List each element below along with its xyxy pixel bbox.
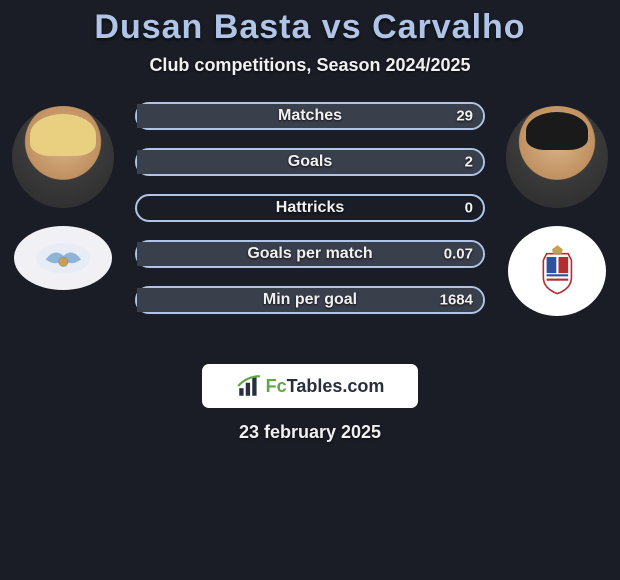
brand-main: Tables	[287, 376, 343, 396]
stat-value-right: 1684	[440, 292, 473, 309]
eagle-crest-icon	[34, 239, 93, 277]
stats-column: Matches 29 Goals 2 Hattricks 0 Goals per match…	[135, 102, 485, 314]
player-left-column	[8, 106, 118, 290]
stat-bar: Min per goal 1684	[135, 286, 485, 314]
shield-crest-icon	[528, 244, 587, 298]
bar-chart-icon	[236, 373, 262, 399]
brand-suffix: .com	[342, 376, 384, 396]
stat-value-right: 2	[465, 154, 473, 171]
player-right-club-crest	[508, 226, 606, 316]
player-left-avatar	[12, 106, 114, 208]
stat-value-right: 0	[465, 200, 473, 217]
stat-bar: Hattricks 0	[135, 194, 485, 222]
stat-label: Goals per match	[247, 245, 372, 263]
page-title: Dusan Basta vs Carvalho	[0, 8, 620, 47]
stat-value-right: 0.07	[444, 246, 473, 263]
stat-bar: Goals 2	[135, 148, 485, 176]
comparison-infographic: Dusan Basta vs Carvalho Club competition…	[0, 0, 620, 443]
stat-bar: Matches 29	[135, 102, 485, 130]
stat-label: Hattricks	[276, 199, 344, 217]
branding-text: FcTables.com	[266, 376, 385, 397]
stat-label: Min per goal	[263, 291, 357, 309]
player-left-club-crest	[14, 226, 112, 290]
stat-label: Matches	[278, 107, 342, 125]
subtitle: Club competitions, Season 2024/2025	[0, 55, 620, 76]
stat-value-right: 29	[456, 108, 473, 125]
stat-bar: Goals per match 0.07	[135, 240, 485, 268]
branding-logo: FcTables.com	[202, 364, 418, 408]
comparison-area: Matches 29 Goals 2 Hattricks 0 Goals per match…	[0, 106, 620, 346]
player-right-column	[502, 106, 612, 316]
player-right-avatar	[506, 106, 608, 208]
footer-date: 23 february 2025	[0, 422, 620, 443]
stat-label: Goals	[288, 153, 332, 171]
brand-prefix: Fc	[266, 376, 287, 396]
